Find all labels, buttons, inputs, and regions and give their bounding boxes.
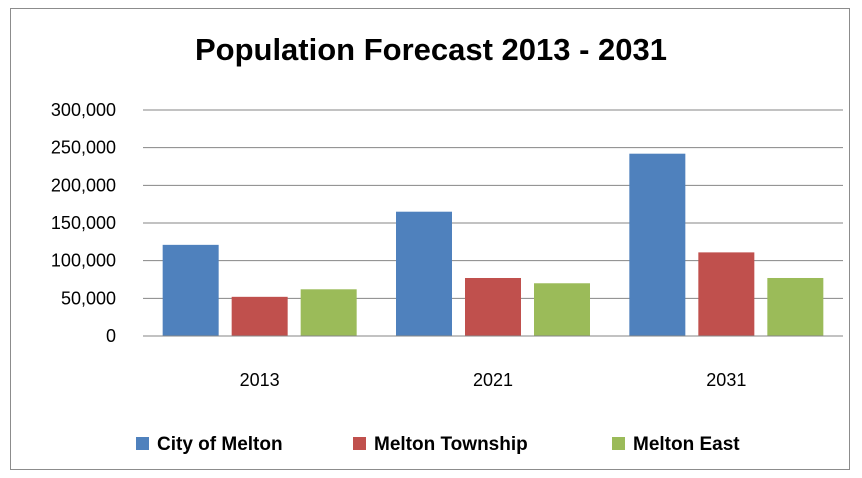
legend-swatch	[353, 437, 366, 450]
y-tick-label: 250,000	[51, 138, 116, 158]
y-tick-label: 200,000	[51, 175, 116, 195]
y-axis-ticks: 0 50,000 100,000 150,000 200,000 250,000 300,0…	[51, 100, 116, 346]
y-tick-label: 0	[106, 326, 116, 346]
legend: City of Melton Melton Township Melton East	[136, 434, 740, 455]
bar-city-of-melton-2013	[162, 244, 219, 336]
y-tick-label: 50,000	[61, 288, 116, 308]
bar-melton-township-2031	[698, 252, 755, 336]
bars	[143, 153, 843, 337]
legend-label: City of Melton	[157, 434, 283, 455]
bar-melton-township-2013	[231, 296, 288, 336]
y-tick-label: 100,000	[51, 251, 116, 271]
x-tick-label: 2021	[473, 370, 513, 390]
bar-melton-township-2021	[465, 277, 521, 336]
bar-city-of-melton-2031	[629, 153, 686, 336]
bar-melton-east-2031	[767, 277, 824, 336]
legend-label: Melton East	[633, 434, 740, 455]
y-tick-label: 300,000	[51, 100, 116, 120]
x-tick-label: 2013	[240, 370, 280, 390]
bar-city-of-melton-2021	[396, 211, 452, 336]
x-tick-label: 2031	[706, 370, 746, 390]
legend-label: Melton Township	[374, 434, 528, 455]
bar-melton-east-2021	[534, 283, 590, 336]
y-tick-label: 150,000	[51, 213, 116, 233]
x-axis-ticks: 2013 2021 2031	[240, 370, 747, 390]
bar-melton-east-2013	[300, 289, 357, 336]
legend-swatch	[136, 437, 149, 450]
chart-title: Population Forecast 2013 - 2031	[194, 32, 668, 67]
legend-swatch	[612, 437, 625, 450]
